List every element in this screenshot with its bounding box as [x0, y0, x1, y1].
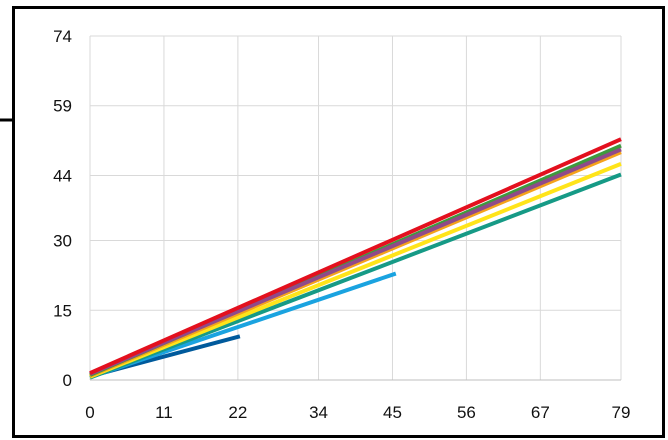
y-tick-label: 44: [53, 166, 72, 185]
x-tick-label: 11: [155, 403, 173, 422]
series-line-7: [89, 147, 622, 376]
y-tick-label: 59: [53, 97, 72, 116]
series-line-4: [89, 161, 622, 379]
x-tick-label: 56: [457, 403, 476, 422]
y-axis-ticks: 0 15 30 44 59 74: [53, 27, 72, 390]
x-tick-label: 34: [309, 403, 328, 422]
x-tick-label: 22: [228, 403, 247, 422]
y-tick-label: 74: [53, 27, 72, 46]
y-tick-label: 30: [53, 232, 72, 251]
series-line-8: [89, 137, 622, 375]
x-tick-label: 79: [612, 403, 631, 422]
y-tick-label: 15: [53, 301, 72, 320]
x-tick-label: 67: [531, 403, 550, 422]
x-tick-label: 45: [383, 403, 402, 422]
series-lines: [89, 137, 622, 380]
gridlines: [89, 35, 622, 381]
x-axis-ticks: 0 11 22 34 45 56 67 79: [85, 403, 630, 422]
series-line-3: [89, 172, 622, 380]
x-tick-label: 0: [85, 403, 94, 422]
y-tick-label: 0: [63, 371, 72, 390]
